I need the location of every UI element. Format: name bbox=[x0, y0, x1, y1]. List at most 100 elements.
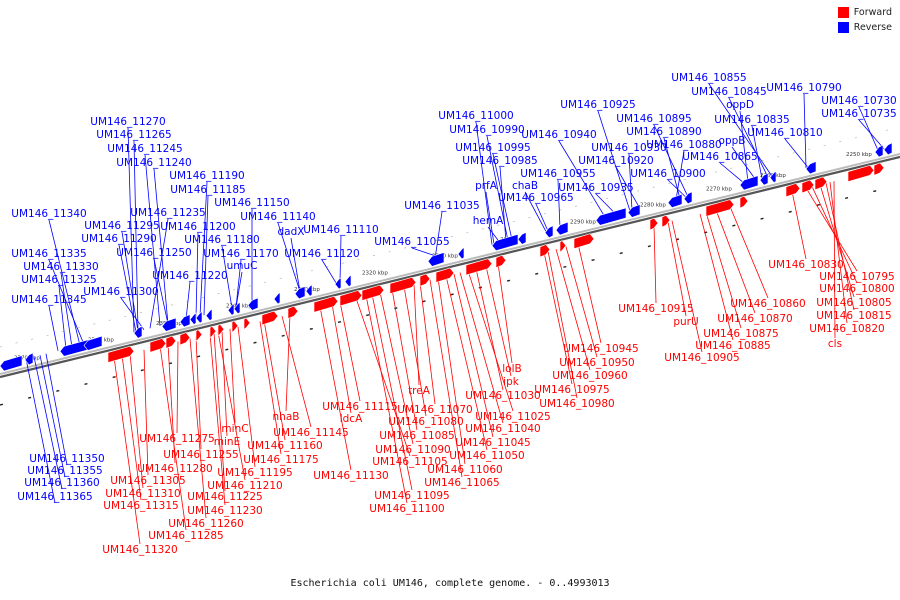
reverse-gene-leader bbox=[185, 281, 191, 320]
reverse-gene-label: UM146_11055 bbox=[374, 236, 449, 248]
reverse-gene-label: UM146_10935 bbox=[558, 182, 633, 194]
legend-reverse: Reverse bbox=[837, 22, 892, 33]
reverse-gene-label: UM146_11245 bbox=[107, 143, 182, 155]
reverse-gene-leader bbox=[492, 153, 513, 240]
reverse-gene-body bbox=[683, 191, 693, 205]
forward-gene bbox=[231, 320, 239, 333]
forward-gene-label: minC bbox=[221, 423, 248, 435]
forward-gene-leader bbox=[121, 355, 142, 501]
reverse-gene-label: UM146_11345 bbox=[11, 294, 86, 306]
reverse-gene-label: UM146_11140 bbox=[240, 211, 315, 223]
forward-gene-label: UM146_10915 bbox=[618, 303, 693, 315]
reverse-gene-arrows bbox=[0, 142, 893, 372]
forward-gene-leader bbox=[195, 337, 202, 450]
forward-gene bbox=[873, 162, 885, 176]
reverse-gene-leader bbox=[558, 140, 606, 218]
forward-gene-label: nhaB bbox=[273, 411, 300, 423]
forward-gene-label: UM146_11310 bbox=[105, 488, 180, 500]
forward-gene-leader bbox=[263, 320, 286, 441]
forward-gene-body bbox=[165, 335, 177, 349]
reverse-gene-label: UM146_11350 bbox=[29, 453, 104, 465]
reverse-gene-body bbox=[83, 335, 103, 351]
forward-gene bbox=[539, 244, 551, 258]
forward-gene-label: UM146_11175 bbox=[243, 454, 318, 466]
reverse-gene-leader bbox=[751, 125, 763, 179]
reverse-gene-leader bbox=[524, 191, 547, 232]
reverse-gene-leader bbox=[615, 166, 641, 209]
reverse-gene-label: UM146_10810 bbox=[747, 127, 822, 139]
forward-gene-leader bbox=[729, 206, 769, 299]
reverse-gene-leader bbox=[153, 168, 169, 324]
axis-line bbox=[0, 155, 900, 379]
forward-gene bbox=[361, 284, 385, 301]
forward-gene-label: UM146_11260 bbox=[168, 518, 243, 530]
reverse-gene-leader bbox=[595, 193, 617, 215]
forward-gene-body bbox=[313, 296, 339, 313]
forward-gene-label: UM146_10820 bbox=[809, 323, 884, 335]
forward-gene-label: UM146_10815 bbox=[816, 310, 891, 322]
forward-gene-label: UM146_11030 bbox=[465, 390, 540, 402]
forward-gene-leader bbox=[176, 341, 179, 434]
reverse-swatch bbox=[837, 22, 849, 33]
reverse-gene-label: oppD bbox=[726, 99, 754, 111]
forward-gene bbox=[261, 310, 279, 326]
reverse-gene-leader bbox=[235, 259, 242, 308]
forward-gene-label: UM146_11255 bbox=[163, 449, 238, 461]
forward-gene-body bbox=[465, 258, 493, 276]
forward-gene bbox=[243, 317, 251, 330]
reverse-gene-leader bbox=[48, 219, 81, 346]
forward-gene-leader bbox=[221, 330, 228, 437]
reverse-gene bbox=[883, 142, 893, 156]
reverse-gene-leader bbox=[290, 237, 301, 292]
reverse-gene-body bbox=[759, 172, 769, 186]
legend-forward-label: Forward bbox=[853, 7, 892, 18]
forward-gene-leader bbox=[485, 266, 512, 377]
forward-swatch bbox=[837, 7, 849, 18]
reverse-gene-leader bbox=[277, 222, 301, 292]
forward-gene-label: UM146_10980 bbox=[539, 398, 614, 410]
forward-gene-label: UM146_11085 bbox=[379, 430, 454, 442]
reverse-gene-label: UM146_11335 bbox=[11, 248, 86, 260]
forward-gene bbox=[495, 254, 507, 269]
reverse-gene-leader bbox=[48, 259, 85, 345]
forward-gene-label: UM146_11145 bbox=[273, 427, 348, 439]
forward-gene-label: UM146_11095 bbox=[374, 490, 449, 502]
reverse-gene-label: umuC bbox=[227, 260, 258, 272]
reverse-gene-leader bbox=[858, 119, 885, 150]
reverse-gene-label: UM146_11185 bbox=[170, 184, 245, 196]
forward-gene-leader bbox=[419, 282, 436, 405]
forward-gene bbox=[649, 217, 659, 231]
forward-gene-body bbox=[705, 199, 735, 217]
forward-gene bbox=[313, 296, 339, 313]
forward-gene-label: ipk bbox=[503, 376, 520, 388]
reverse-gene-leader bbox=[535, 203, 549, 232]
reverse-gene bbox=[195, 311, 203, 324]
forward-gene-leader bbox=[213, 332, 226, 492]
forward-gene-leader bbox=[129, 353, 144, 489]
reverse-gene-body bbox=[544, 225, 554, 239]
forward-gene-label: UM146_10800 bbox=[819, 283, 894, 295]
tick-label: 2270 kbp bbox=[706, 186, 732, 192]
reverse-gene-leader bbox=[144, 154, 161, 326]
forward-gene-leader bbox=[391, 289, 418, 431]
forward-gene-label: UM146_10875 bbox=[703, 328, 778, 340]
reverse-gene-label: UM146_10925 bbox=[560, 99, 635, 111]
forward-gene-leader bbox=[671, 220, 703, 353]
forward-gene-body bbox=[814, 176, 828, 191]
forward-gene-leader bbox=[459, 272, 504, 424]
forward-gene bbox=[435, 267, 455, 283]
forward-gene-label: cls bbox=[828, 338, 842, 350]
forward-gene-label: ldcA bbox=[340, 413, 363, 425]
forward-gene-body bbox=[107, 345, 135, 363]
forward-gene bbox=[559, 240, 567, 253]
reverse-gene-leader bbox=[39, 355, 66, 478]
forward-gene-leader bbox=[189, 338, 207, 519]
forward-gene-leader bbox=[467, 270, 514, 412]
forward-gene bbox=[149, 338, 167, 353]
reverse-gene-leader bbox=[149, 218, 169, 329]
forward-gene-body bbox=[785, 183, 801, 198]
forward-gene-label: UM146_11225 bbox=[187, 491, 262, 503]
reverse-gene-label: UM146_11150 bbox=[214, 197, 289, 209]
